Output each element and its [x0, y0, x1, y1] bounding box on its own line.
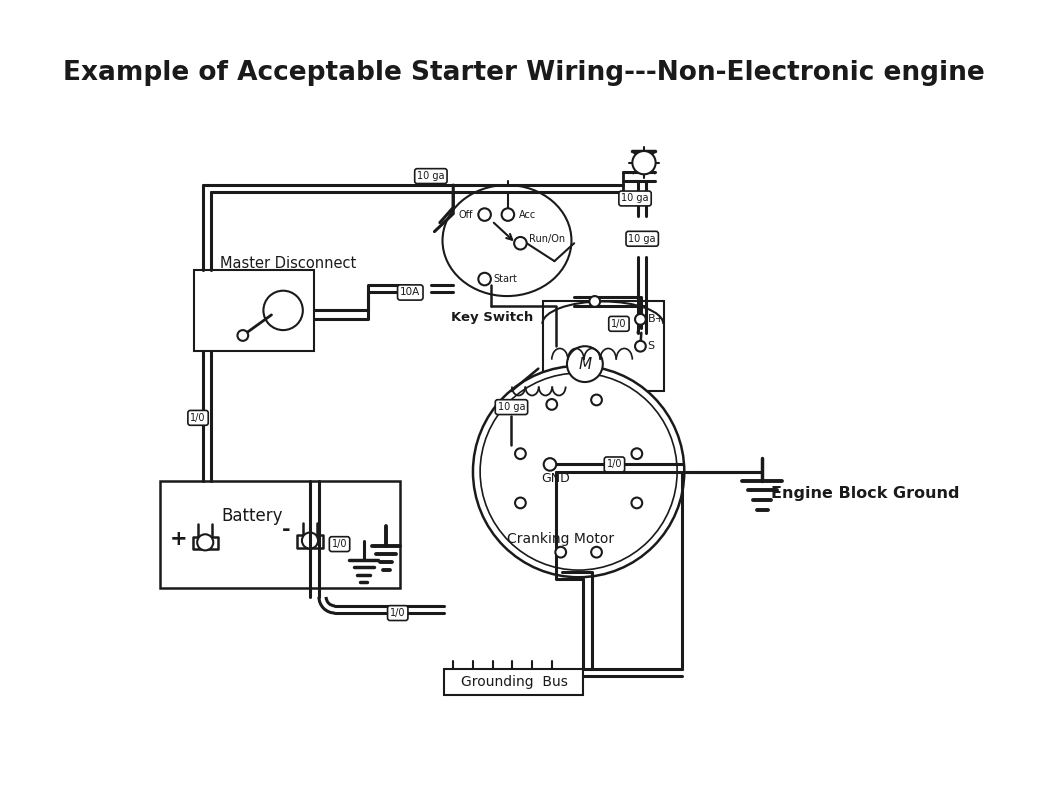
Circle shape: [478, 272, 490, 285]
Text: 1/0: 1/0: [191, 413, 205, 423]
Text: Cranking Motor: Cranking Motor: [507, 532, 614, 546]
Text: Grounding  Bus: Grounding Bus: [461, 675, 568, 689]
Circle shape: [546, 399, 558, 410]
Text: 10 ga: 10 ga: [498, 402, 525, 412]
Text: 1/0: 1/0: [332, 539, 347, 549]
Bar: [194, 270, 314, 351]
Text: Off: Off: [459, 209, 473, 220]
Circle shape: [478, 209, 490, 221]
Ellipse shape: [442, 185, 571, 296]
Text: 10 ga: 10 ga: [417, 171, 444, 181]
Text: M: M: [578, 356, 591, 372]
Text: Master Disconnect: Master Disconnect: [220, 256, 356, 272]
Circle shape: [591, 547, 602, 558]
Circle shape: [263, 291, 303, 330]
Circle shape: [302, 532, 318, 549]
Text: Start: Start: [494, 274, 518, 284]
Circle shape: [635, 314, 646, 324]
Text: S: S: [648, 341, 655, 352]
Circle shape: [632, 498, 642, 508]
Circle shape: [238, 330, 248, 341]
Text: 10 ga: 10 ga: [629, 234, 656, 244]
Text: -: -: [282, 520, 290, 540]
Text: 1/0: 1/0: [390, 608, 406, 618]
Text: Acc: Acc: [519, 209, 536, 220]
Bar: [160, 480, 399, 588]
Circle shape: [515, 237, 527, 249]
Text: Battery: Battery: [221, 507, 283, 526]
Circle shape: [555, 547, 566, 558]
Circle shape: [591, 395, 602, 405]
Circle shape: [197, 535, 214, 551]
Circle shape: [567, 346, 603, 382]
Text: +: +: [170, 529, 188, 549]
Circle shape: [544, 458, 556, 471]
Text: Engine Block Ground: Engine Block Ground: [771, 487, 960, 502]
Text: Key Switch: Key Switch: [451, 311, 532, 324]
Circle shape: [515, 448, 526, 459]
Circle shape: [473, 366, 684, 577]
Text: GND: GND: [541, 472, 570, 485]
Circle shape: [515, 498, 526, 508]
Circle shape: [480, 373, 677, 570]
Circle shape: [502, 209, 515, 221]
Bar: [444, 669, 583, 695]
Circle shape: [589, 296, 601, 307]
Text: B+: B+: [648, 314, 664, 324]
Text: 1/0: 1/0: [611, 319, 627, 329]
Text: Run/On: Run/On: [529, 234, 566, 244]
Text: Example of Acceptable Starter Wiring---Non-Electronic engine: Example of Acceptable Starter Wiring---N…: [63, 60, 985, 86]
Text: 1/0: 1/0: [607, 459, 623, 470]
Text: 10A: 10A: [400, 288, 420, 297]
Circle shape: [632, 448, 642, 459]
Circle shape: [635, 341, 646, 352]
Bar: [543, 301, 663, 391]
Circle shape: [632, 151, 656, 174]
Text: 10 ga: 10 ga: [621, 193, 649, 204]
